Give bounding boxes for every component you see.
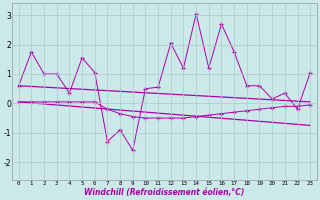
X-axis label: Windchill (Refroidissement éolien,°C): Windchill (Refroidissement éolien,°C) (84, 188, 244, 197)
